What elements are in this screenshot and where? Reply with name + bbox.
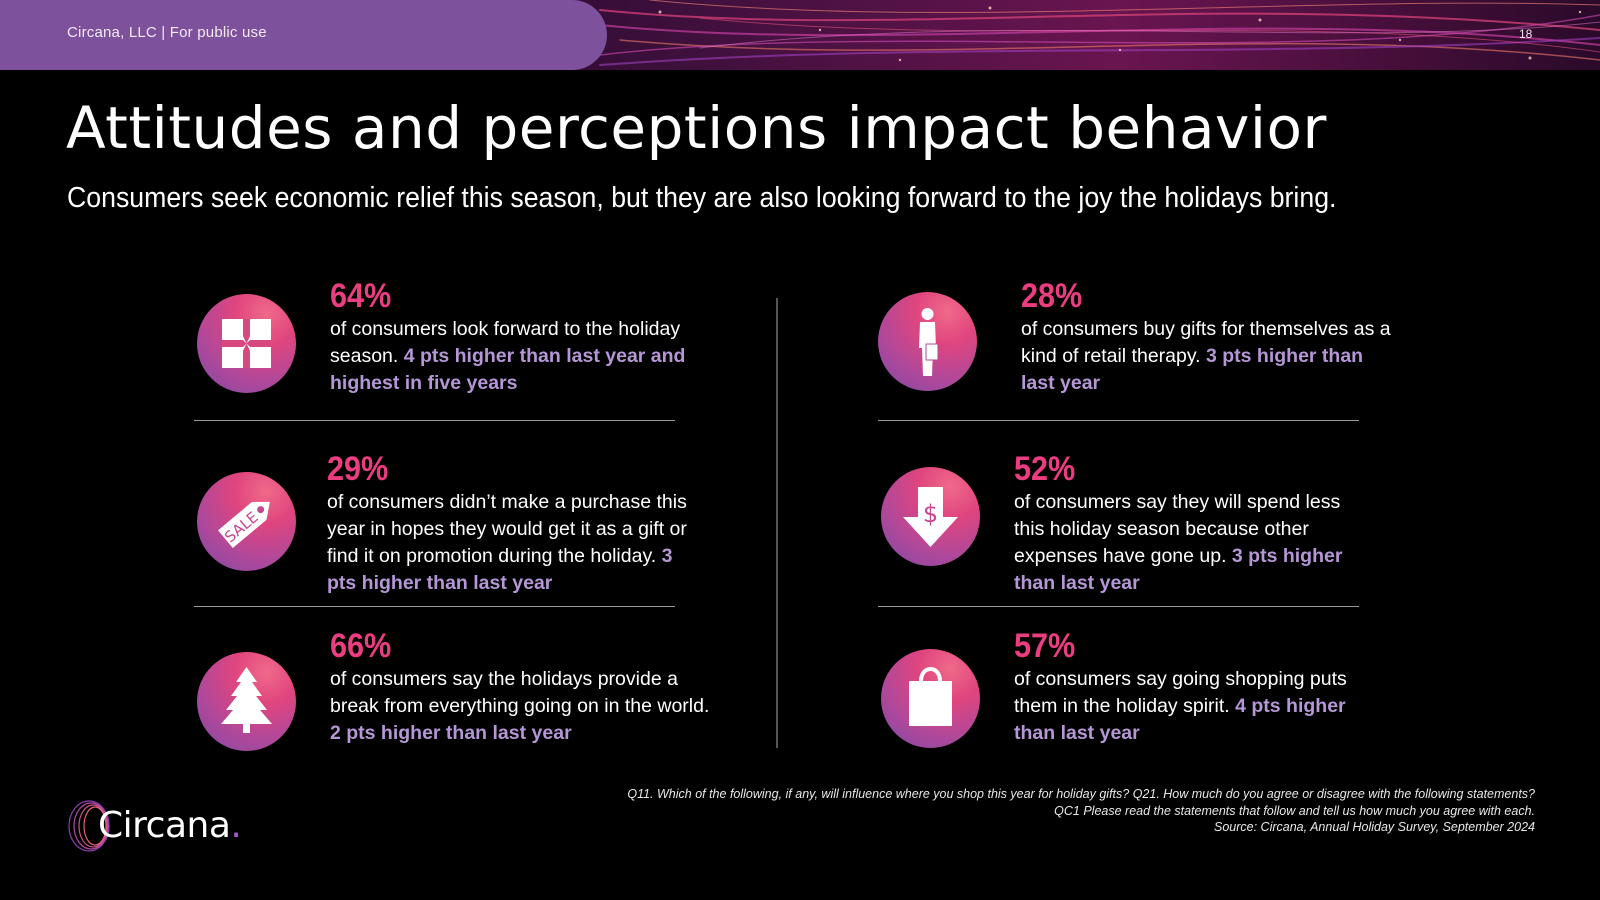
stat-block: 57% of consumers say going shopping puts… — [1014, 628, 1369, 747]
stat-highlight: 4 pts higher than last year — [1014, 695, 1346, 744]
stat-highlight: 3 pts higher than last year — [1014, 545, 1343, 594]
stat-description: of consumers buy gifts for themselves as… — [1021, 318, 1391, 394]
stat-percent: 57% — [1014, 627, 1076, 665]
dollar-down-arrow-icon: $ — [881, 467, 980, 566]
stat-percent: 64% — [330, 277, 392, 315]
page-title: Attitudes and perceptions impact behavio… — [66, 94, 1327, 162]
stat-percent: 28% — [1021, 277, 1083, 315]
stat-highlight: 3 pts higher than last year — [1021, 345, 1364, 394]
person-shopping-icon — [878, 292, 977, 391]
page-subtitle: Consumers seek economic relief this seas… — [67, 182, 1337, 214]
svg-text:$: $ — [923, 500, 938, 528]
row-divider — [194, 420, 675, 421]
company-label: Circana, LLC | For public use — [67, 24, 267, 41]
stat-description: of consumers say they will spend less th… — [1014, 491, 1343, 594]
stat-highlight: 2 pts higher than last year — [330, 722, 572, 744]
stat-block: 64% of consumers look forward to the hol… — [330, 278, 710, 397]
header-pill — [0, 0, 607, 70]
sale-tag-icon: SALE — [197, 472, 296, 571]
row-divider — [194, 606, 675, 607]
circana-logo-text: Circana. — [98, 805, 242, 846]
row-divider — [878, 606, 1359, 607]
stat-percent: 66% — [330, 627, 392, 665]
circana-logo-mark — [68, 800, 110, 852]
stat-block: 66% of consumers say the holidays provid… — [330, 628, 710, 747]
stat-block: 28% of consumers buy gifts for themselve… — [1021, 278, 1401, 397]
stat-block: 29% of consumers didn’t make a purchase … — [327, 451, 697, 597]
stat-description: of consumers didn’t make a purchase this… — [327, 491, 687, 594]
stat-highlight: 3 pts higher than last year — [327, 545, 673, 594]
gift-icon — [197, 294, 296, 393]
page-number: 18 — [1519, 27, 1533, 41]
stat-description: of consumers say the holidays provide a … — [330, 668, 710, 744]
light-streaks-decoration — [599, 0, 1600, 66]
row-divider — [878, 420, 1359, 421]
stat-description: of consumers look forward to the holiday… — [330, 318, 686, 394]
shopping-bag-icon — [881, 649, 980, 748]
column-divider — [776, 298, 778, 748]
stat-highlight: 4 pts higher than last year and highest … — [330, 345, 686, 394]
stat-block: 52% of consumers say they will spend les… — [1014, 451, 1369, 597]
stat-description: of consumers say going shopping puts the… — [1014, 668, 1347, 744]
stat-percent: 52% — [1014, 450, 1076, 488]
stat-percent: 29% — [327, 450, 389, 488]
christmas-tree-icon — [197, 652, 296, 751]
source-footnote: Q11. Which of the following, if any, wil… — [627, 787, 1535, 834]
